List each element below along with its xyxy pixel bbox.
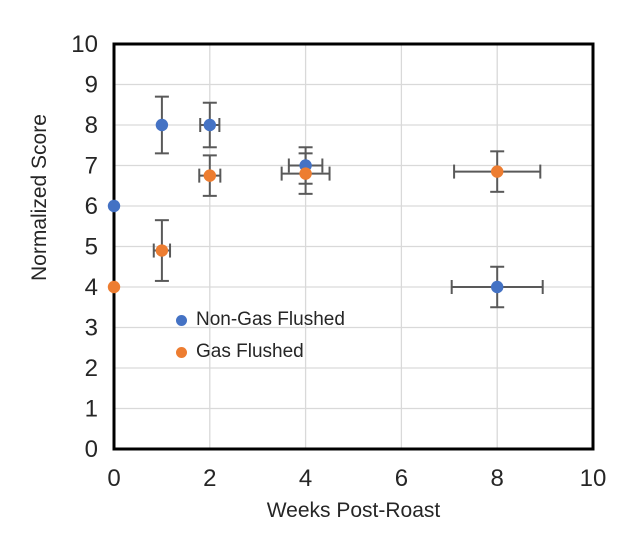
y-tick-label: 7 — [85, 153, 98, 180]
y-axis-title: Normalized Score — [28, 114, 51, 282]
legend-marker-icon — [176, 346, 187, 358]
y-tick-label: 10 — [71, 31, 98, 58]
x-tick-label: 2 — [203, 465, 216, 492]
x-tick-label: 6 — [395, 465, 408, 492]
x-tick-label: 10 — [580, 465, 607, 492]
legend-label: Gas Flushed — [196, 341, 304, 362]
y-tick-label: 1 — [85, 396, 98, 423]
y-tick-label: 0 — [85, 436, 98, 463]
data-point — [203, 118, 216, 132]
data-point — [491, 280, 504, 294]
legend-item-non-gas-flushed: Non-Gas Flushed — [176, 308, 345, 332]
y-tick-label: 3 — [85, 315, 98, 342]
y-tick-label: 6 — [85, 193, 98, 220]
data-point — [203, 169, 216, 182]
x-tick-label: 4 — [299, 465, 312, 492]
data-point — [491, 165, 504, 178]
legend: Non-Gas Flushed Gas Flushed — [176, 308, 345, 372]
legend-marker-icon — [176, 314, 187, 326]
data-point — [107, 199, 121, 213]
legend-label: Non-Gas Flushed — [196, 309, 345, 330]
x-tick-label: 8 — [491, 465, 504, 492]
x-axis-title: Weeks Post-Roast — [266, 499, 441, 522]
y-tick-label: 5 — [85, 234, 98, 261]
x-tick-label: 0 — [107, 465, 120, 492]
y-tick-label: 8 — [85, 112, 98, 139]
data-point — [107, 280, 121, 294]
plot-border — [112, 42, 595, 451]
data-point — [299, 167, 312, 180]
legend-item-gas-flushed: Gas Flushed — [176, 340, 345, 364]
y-tick-label: 2 — [85, 355, 98, 382]
data-point — [155, 244, 169, 257]
y-tick-label: 4 — [85, 274, 98, 301]
y-tick-label: 9 — [85, 72, 98, 99]
data-point — [155, 118, 169, 132]
